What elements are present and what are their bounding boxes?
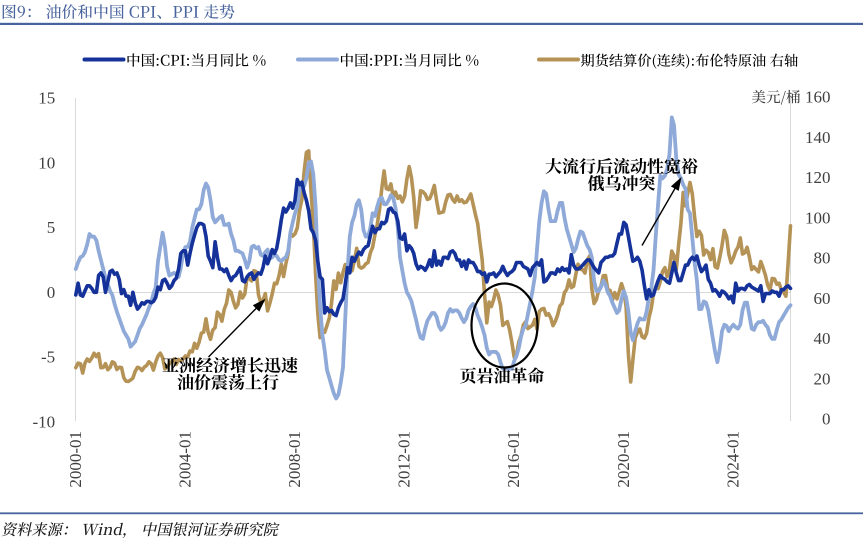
svg-text:2024-01: 2024-01 — [723, 431, 742, 488]
svg-text:140: 140 — [805, 128, 831, 147]
svg-text:0: 0 — [47, 283, 56, 302]
svg-text:160: 160 — [805, 88, 831, 107]
svg-text:2020-01: 2020-01 — [614, 431, 633, 488]
svg-text:2008-01: 2008-01 — [285, 431, 304, 488]
svg-text:80: 80 — [814, 249, 831, 268]
svg-text:2004-01: 2004-01 — [175, 431, 194, 488]
svg-text:10: 10 — [38, 153, 55, 172]
svg-text:60: 60 — [814, 289, 831, 308]
svg-text:100: 100 — [805, 208, 831, 227]
svg-text:2016-01: 2016-01 — [504, 431, 523, 488]
svg-text:5: 5 — [47, 218, 56, 237]
svg-text:0: 0 — [822, 410, 831, 429]
svg-text:-5: -5 — [41, 348, 55, 367]
svg-text:40: 40 — [814, 329, 831, 348]
svg-text:2000-01: 2000-01 — [66, 431, 85, 488]
svg-text:15: 15 — [38, 89, 55, 108]
svg-text:2012-01: 2012-01 — [395, 431, 414, 488]
svg-text:120: 120 — [805, 168, 831, 187]
svg-text:20: 20 — [814, 369, 831, 388]
svg-text:-10: -10 — [33, 412, 56, 431]
